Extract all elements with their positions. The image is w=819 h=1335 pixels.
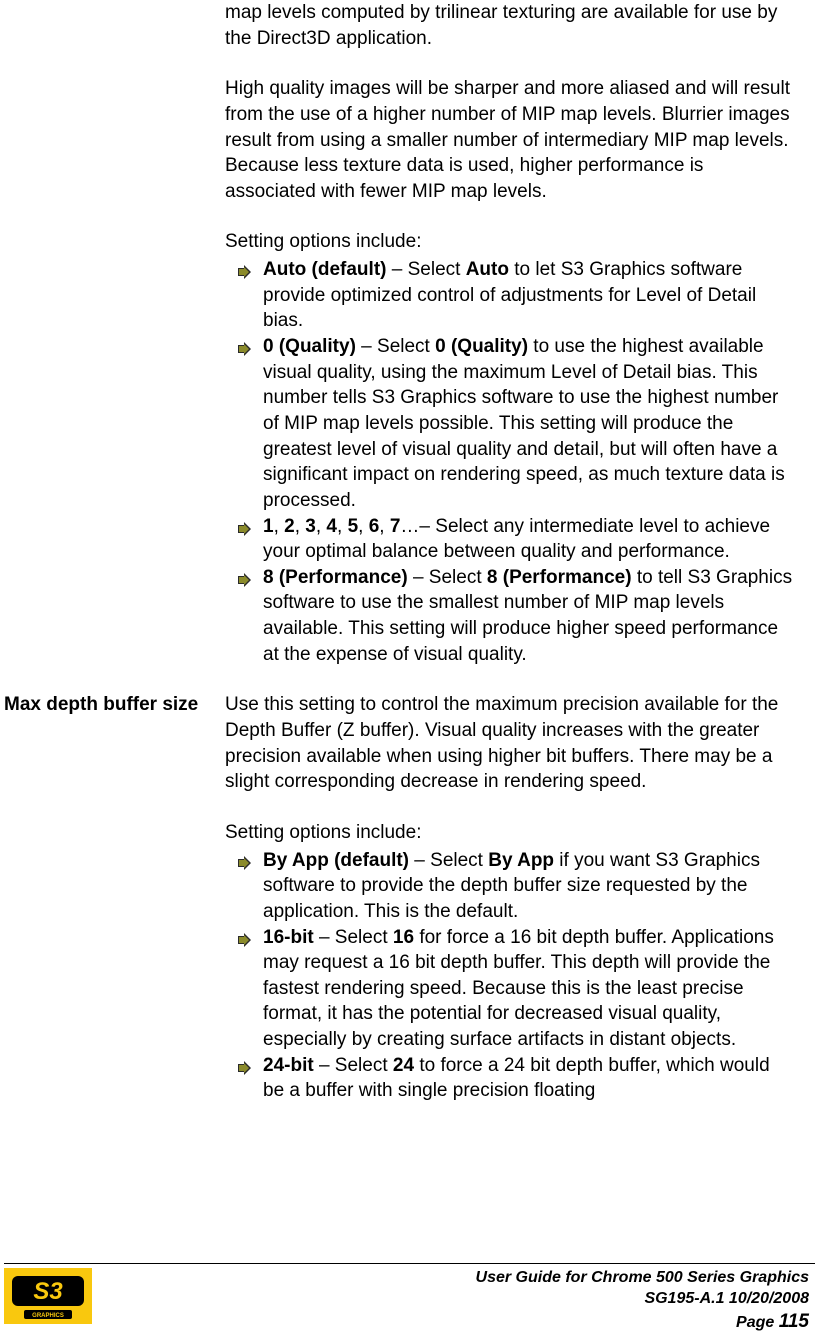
bullet-text: By App (default) – Select By App if you …: [263, 848, 794, 925]
arrow-bullet-icon: [225, 925, 263, 955]
para-depth-1: Use this setting to control the maximum …: [225, 692, 794, 795]
arrow-bullet-icon: [225, 514, 263, 544]
options-list-2: By App (default) – Select By App if you …: [225, 848, 794, 1104]
bullet-text: 16-bit – Select 16 for force a 16 bit de…: [263, 925, 794, 1053]
list-item: 0 (Quality) – Select 0 (Quality) to use …: [225, 334, 794, 513]
list-item: Auto (default) – Select Auto to let S3 G…: [225, 257, 794, 334]
list-item: By App (default) – Select By App if you …: [225, 848, 794, 925]
footer-page: Page 115: [92, 1310, 809, 1335]
bullet-text: 0 (Quality) – Select 0 (Quality) to use …: [263, 334, 794, 513]
list-item: 8 (Performance) – Select 8 (Performance)…: [225, 565, 794, 668]
arrow-bullet-icon: [225, 257, 263, 287]
arrow-bullet-icon: [225, 848, 263, 878]
footer-text-block: User Guide for Chrome 500 Series Graphic…: [92, 1268, 819, 1334]
list-item: 1, 2, 3, 4, 5, 6, 7…– Select any interme…: [225, 514, 794, 565]
options-intro-1: Setting options include:: [225, 229, 794, 255]
list-item: 16-bit – Select 16 for force a 16 bit de…: [225, 925, 794, 1053]
options-intro-2: Setting options include:: [225, 820, 794, 846]
para-intro-2: High quality images will be sharper and …: [225, 76, 794, 204]
para-intro-1: map levels computed by trilinear texturi…: [225, 0, 794, 51]
arrow-bullet-icon: [225, 1053, 263, 1083]
bullet-text: 1, 2, 3, 4, 5, 6, 7…– Select any interme…: [263, 514, 794, 565]
arrow-bullet-icon: [225, 565, 263, 595]
footer-title: User Guide for Chrome 500 Series Graphic…: [92, 1268, 809, 1289]
options-list-1: Auto (default) – Select Auto to let S3 G…: [225, 257, 794, 667]
section-label: Max depth buffer size: [0, 692, 225, 718]
section-lod-continuation: map levels computed by trilinear texturi…: [0, 0, 819, 667]
footer-divider: [4, 1263, 815, 1264]
s3-graphics-logo: S3 GRAPHICS: [4, 1268, 92, 1324]
bullet-text: 24-bit – Select 24 to force a 24 bit dep…: [263, 1053, 794, 1104]
bullet-text: 8 (Performance) – Select 8 (Performance)…: [263, 565, 794, 668]
arrow-bullet-icon: [225, 334, 263, 364]
svg-text:GRAPHICS: GRAPHICS: [32, 1313, 64, 1319]
section-max-depth-buffer: Max depth buffer size Use this setting t…: [0, 692, 819, 1104]
list-item: 24-bit – Select 24 to force a 24 bit dep…: [225, 1053, 794, 1104]
footer-doc-id: SG195-A.1 10/20/2008: [92, 1289, 809, 1310]
bullet-text: Auto (default) – Select Auto to let S3 G…: [263, 257, 794, 334]
page-footer: S3 GRAPHICS User Guide for Chrome 500 Se…: [0, 1263, 819, 1335]
svg-text:S3: S3: [33, 1278, 63, 1305]
